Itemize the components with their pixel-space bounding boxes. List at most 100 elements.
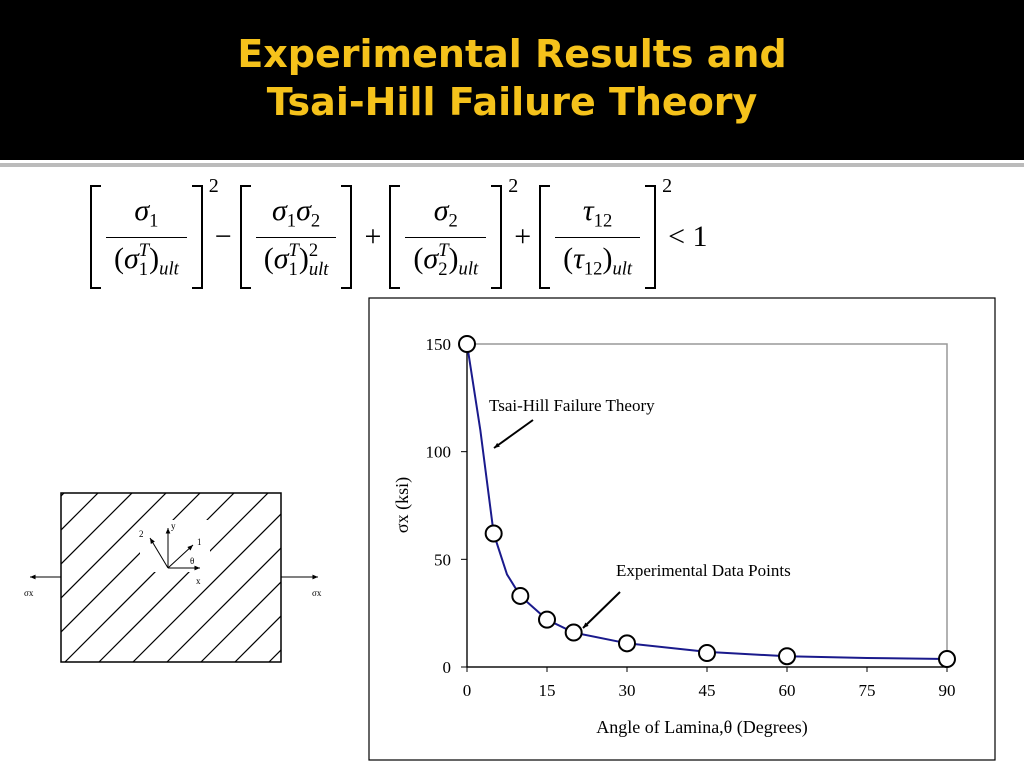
x-tick-label: 45: [699, 681, 716, 700]
bracket-term: σ1 (σ T 1)ult 2: [90, 175, 219, 289]
title-bar: [0, 0, 1024, 160]
hatch-line: [61, 493, 201, 633]
hatch-line: [61, 493, 99, 531]
numerator: σ1σ2: [264, 194, 328, 237]
operator: −: [214, 220, 232, 253]
numerator: τ12: [575, 194, 620, 237]
symbol: σ: [423, 241, 439, 275]
denominator: (τ12)ult: [555, 236, 641, 281]
symbol: τ: [582, 194, 594, 227]
y-axis-label: σx (ksi): [392, 477, 413, 533]
y-tick-label: 150: [426, 335, 452, 354]
x-tick-label: 0: [463, 681, 472, 700]
diagram-label: σx: [24, 588, 34, 598]
arrow-head: [165, 528, 171, 534]
symbol: σ: [273, 241, 289, 275]
bracket: [539, 185, 551, 289]
y-tick-label: 50: [434, 550, 451, 569]
diagram-label: y: [171, 521, 176, 531]
symbol: σ: [134, 194, 150, 227]
data-point: [778, 647, 796, 666]
hatching: [0, 462, 503, 662]
superscript: T: [288, 240, 299, 262]
axes-bg: [140, 520, 210, 572]
x-axis-label: Angle of Lamina,θ (Degrees): [596, 717, 808, 738]
subscript: 2: [448, 210, 458, 232]
arrow-head: [583, 622, 589, 628]
fraction: σ2 (σ T 2)ult: [405, 194, 487, 281]
numerator: σ2: [426, 194, 466, 237]
arrow-head: [494, 442, 500, 448]
formula: σ1 (σ T 1)ult 2− σ1σ2 (σ T 1) 2 ult + σ2 (σ T 2)ult 2 + τ1…: [90, 175, 716, 289]
data-point: [484, 524, 503, 543]
arrow-head: [187, 545, 193, 551]
fraction: σ1 (σ T 1)ult: [106, 194, 187, 280]
hatch-line: [303, 462, 503, 662]
exponent: 2: [508, 175, 519, 197]
hatch-line: [132, 513, 281, 662]
bracket: [239, 185, 251, 289]
subscript: 2: [438, 258, 448, 280]
annotation: Experimental Data Points: [616, 561, 791, 580]
subscript: 1: [288, 259, 298, 280]
data-point: [618, 634, 636, 653]
symbol: σ: [296, 194, 311, 228]
fraction: τ12 (τ12)ult: [555, 194, 641, 281]
bracket-term: σ1σ2 (σ T 1) 2 ult: [239, 185, 353, 289]
subscript: 1: [138, 258, 149, 280]
numerator: σ1: [126, 194, 166, 237]
diagram-label: 1: [197, 537, 202, 547]
denominator: (σ T 1) 2 ult: [255, 236, 337, 280]
hatch-line: [61, 493, 167, 599]
hatch-line: [200, 581, 281, 662]
chart-frame: [368, 297, 996, 761]
x-tick-label: 15: [539, 681, 556, 700]
x-tick-label: 30: [619, 681, 636, 700]
plot-area: [466, 343, 948, 668]
operator: +: [364, 220, 382, 253]
denominator: (σ T 2)ult: [405, 236, 487, 281]
data-point: [511, 586, 530, 605]
symbol: (: [563, 241, 574, 275]
arrow-head: [150, 538, 155, 544]
hatch-line: [0, 462, 61, 662]
bracket: [389, 185, 401, 289]
arrow-head: [312, 574, 318, 580]
title-line: Experimental Results and: [237, 32, 787, 76]
hatch-line: [268, 649, 281, 662]
subscript: 1: [149, 210, 159, 232]
hatch-line: [61, 493, 65, 497]
bracket-term: τ12 (τ12)ult 2: [539, 175, 672, 289]
hatch-line: [64, 493, 235, 662]
hatch-line: [166, 547, 281, 662]
x-tick-label: 60: [779, 681, 796, 700]
diagram-label: 2: [139, 529, 144, 539]
lamina-diagram: 2 y 1θx σx σx: [0, 419, 621, 663]
data-point: [698, 644, 716, 663]
diagram-label: θ: [190, 556, 194, 566]
annotation: Tsai-Hill Failure Theory: [489, 396, 655, 415]
subscript: 12: [593, 210, 613, 232]
hatch-line: [234, 615, 281, 662]
symbol: ): [149, 241, 160, 275]
subscript: 1: [286, 210, 297, 232]
hatch-line: [98, 493, 269, 662]
superscript: T: [438, 240, 449, 262]
lamina: [60, 492, 282, 663]
bracket: [341, 185, 353, 289]
arrow-shaft: [493, 419, 534, 449]
title-line: Tsai-Hill Failure Theory: [266, 80, 758, 124]
hatch-line: [61, 493, 133, 565]
data-point: [458, 335, 476, 353]
x-tick-label: 90: [939, 681, 956, 700]
exponent: 2: [208, 175, 219, 197]
denominator: (σ T 1)ult: [106, 236, 187, 281]
bracket-term: σ2 (σ T 2)ult 2: [389, 175, 518, 289]
exponent: 2: [662, 175, 673, 197]
subscript: 2: [310, 210, 321, 232]
symbol: (: [263, 241, 274, 275]
diagram-label: x: [196, 576, 201, 586]
